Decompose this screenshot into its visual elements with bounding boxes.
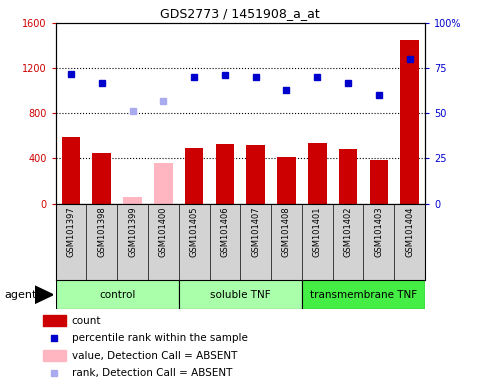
Bar — [43, 351, 66, 361]
Bar — [369, 159, 388, 204]
Text: GSM101406: GSM101406 — [220, 207, 229, 257]
Text: agent: agent — [5, 290, 37, 300]
Bar — [179, 280, 302, 309]
Text: soluble TNF: soluble TNF — [210, 290, 270, 300]
Text: GSM101408: GSM101408 — [282, 207, 291, 257]
Title: GDS2773 / 1451908_a_at: GDS2773 / 1451908_a_at — [160, 7, 320, 20]
Text: GSM101403: GSM101403 — [374, 207, 384, 257]
Bar — [302, 280, 425, 309]
Bar — [62, 137, 80, 204]
Text: GSM101404: GSM101404 — [405, 207, 414, 257]
Text: rank, Detection Call = ABSENT: rank, Detection Call = ABSENT — [71, 368, 232, 378]
Bar — [92, 153, 111, 204]
Text: GSM101405: GSM101405 — [190, 207, 199, 257]
Bar — [400, 40, 419, 204]
Text: GSM101407: GSM101407 — [251, 207, 260, 257]
Bar — [56, 280, 179, 309]
Bar — [277, 157, 296, 204]
Bar — [246, 145, 265, 204]
Text: value, Detection Call = ABSENT: value, Detection Call = ABSENT — [71, 351, 237, 361]
Bar — [339, 149, 357, 204]
Text: GSM101397: GSM101397 — [67, 207, 75, 257]
Text: transmembrane TNF: transmembrane TNF — [310, 290, 417, 300]
Text: GSM101402: GSM101402 — [343, 207, 353, 257]
Text: control: control — [99, 290, 135, 300]
Text: GSM101399: GSM101399 — [128, 207, 137, 257]
Text: count: count — [71, 316, 101, 326]
Text: percentile rank within the sample: percentile rank within the sample — [71, 333, 248, 343]
Bar — [185, 148, 203, 204]
Polygon shape — [35, 286, 53, 303]
Bar — [123, 197, 142, 204]
Text: GSM101400: GSM101400 — [159, 207, 168, 257]
Bar — [308, 142, 327, 204]
Bar — [43, 315, 66, 326]
Text: GSM101401: GSM101401 — [313, 207, 322, 257]
Bar — [154, 163, 172, 204]
Text: GSM101398: GSM101398 — [97, 207, 106, 257]
Bar — [215, 144, 234, 204]
